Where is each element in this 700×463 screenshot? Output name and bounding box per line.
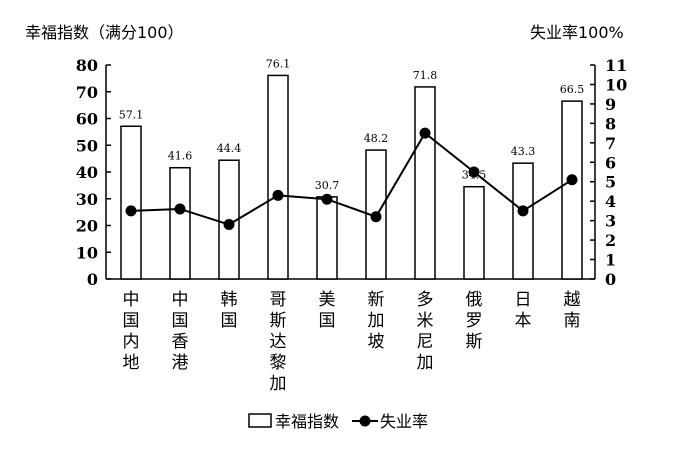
right-tick-label: 9 [605,95,616,114]
right-tick-label: 3 [605,212,616,231]
bar-data-label: 66.5 [560,83,585,96]
left-tick-label: 10 [76,243,98,262]
bar-data-label: 48.2 [364,132,389,145]
unemployment-point [370,211,382,223]
right-tick-label: 7 [605,134,616,153]
bar [414,86,436,280]
category-label: 哥斯达黎加 [270,290,287,394]
right-tick-label: 2 [605,231,616,250]
left-tick-label: 0 [87,270,98,289]
unemployment-point [321,193,333,205]
bar-data-label: 41.6 [168,150,193,163]
bar-data-label: 57.1 [119,108,144,121]
category-label: 多米尼加 [417,290,434,373]
category-label: 中国内地 [123,290,140,373]
legend-bar-swatch [248,413,272,428]
legend-line-marker [359,415,371,427]
left-tick-label: 70 [76,83,98,102]
right-axis-title: 失业率100% [530,23,624,42]
unemployment-point [174,203,186,215]
right-tick-label: 8 [605,114,616,133]
left-tick-label: 80 [76,56,98,75]
right-tick-label: 1 [605,251,616,270]
unemployment-point [223,219,235,231]
left-tick-label: 60 [76,110,98,129]
right-tick-label: 11 [605,56,627,75]
bar [267,74,289,280]
bar [561,100,583,280]
unemployment-point [517,205,529,217]
unemployment-line [130,131,573,226]
left-axis-title: 幸福指数（满分100） [25,23,184,42]
bar [463,185,485,280]
bar-data-label: 76.1 [266,57,291,70]
left-tick-label: 40 [76,163,98,182]
unemployment-point [419,127,431,139]
category-label: 新加坡 [368,290,385,352]
right-tick-label: 4 [605,192,616,211]
left-tick-label: 30 [76,190,98,209]
category-label: 韩国 [221,290,238,331]
category-label: 日本 [515,290,532,331]
unemployment-point [566,174,578,186]
legend-bar-label: 幸福指数 [275,412,339,431]
bar-data-label: 71.8 [413,69,438,82]
right-tick-label: 10 [605,75,627,94]
bar-data-label: 44.4 [217,142,242,155]
bar [120,125,142,280]
left-tick-label: 20 [76,217,98,236]
right-tick-label: 6 [605,153,616,172]
bar [512,162,534,280]
left-tick-label: 50 [76,136,98,155]
unemployment-point [125,205,137,217]
bar [169,166,191,280]
unemployment-point [468,166,480,178]
legend: 幸福指数 失业率 [248,412,428,431]
legend-line-label: 失业率 [380,412,428,431]
bar-data-label: 43.3 [511,145,536,158]
unemployment-point [272,189,284,201]
category-label: 美国 [319,290,336,331]
category-label: 中国香港 [172,290,189,373]
category-label: 俄罗斯 [466,290,483,352]
bar [316,196,338,280]
category-label: 越南 [564,290,581,331]
bar-data-label: 30.7 [315,179,340,192]
right-tick-label: 5 [605,173,616,192]
right-tick-label: 0 [605,270,616,289]
